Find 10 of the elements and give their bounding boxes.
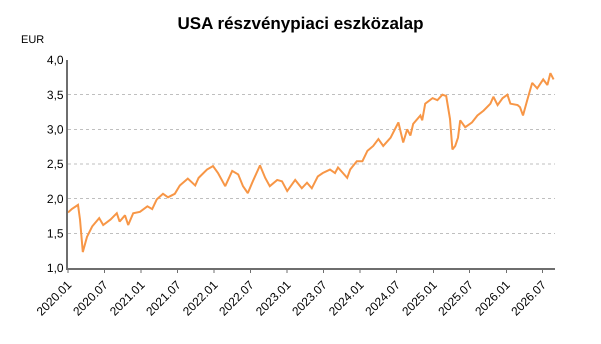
y-tick-label: 2,5 [46,157,64,172]
y-tick-label: 3,5 [46,88,64,102]
y-tick-label: 1,0 [46,261,64,276]
y-axis-title: EUR [21,34,44,46]
y-tick-label: 2,0 [46,192,64,206]
line-series [68,72,555,254]
y-tick-label: 1,5 [46,226,64,241]
y-tick-label: 4,0 [46,53,64,68]
y-tick-label: 3,0 [46,122,64,137]
chart-title: USA részvénypiaci eszközalap [178,14,424,34]
